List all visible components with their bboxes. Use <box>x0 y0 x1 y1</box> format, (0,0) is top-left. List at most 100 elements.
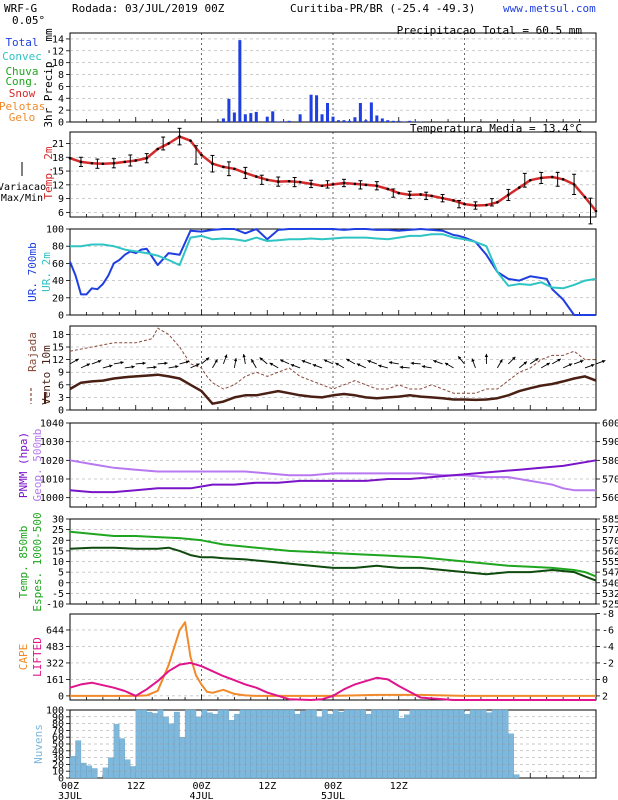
wind-ytick-label: 6 <box>58 380 64 391</box>
precip-bar <box>375 115 379 122</box>
precip-ytick-label: 6 <box>58 82 64 93</box>
precip-legend-item: Convec <box>2 50 42 63</box>
time-tick-label: 12Z <box>127 781 145 792</box>
temp-point <box>550 175 554 179</box>
ur2m-ylabel: UR. 2m <box>40 252 53 292</box>
temp-ytick-label: 9 <box>58 194 64 205</box>
model-name: WRF-G <box>4 2 37 15</box>
precip-bar <box>309 94 313 122</box>
ur-frame <box>69 228 597 316</box>
wind-arrowhead <box>410 361 414 365</box>
clouds-ytick-label: 10 <box>52 767 64 778</box>
cloud-bar <box>316 716 323 779</box>
wind-arrowhead <box>458 356 462 360</box>
cape-ytick-label: 161 <box>46 675 64 686</box>
cape-ytick-right-label: -6 <box>602 625 614 636</box>
precip-bar <box>232 112 236 122</box>
wind-arrowhead <box>312 364 317 368</box>
precip-ytick-label: 14 <box>52 34 64 45</box>
temp-point <box>364 183 368 187</box>
day-label: 5JUL <box>321 791 345 800</box>
wind-arrowhead <box>399 365 403 369</box>
gust-ylabel: Rajada <box>26 332 39 372</box>
wind-arrowhead <box>251 359 255 363</box>
temp-range-legend-2: Max/Min <box>1 193 43 204</box>
t850-ylabel: Temp. 850mb <box>17 526 30 599</box>
wind-arrowhead <box>175 365 179 369</box>
precip-bar <box>271 111 275 122</box>
precip-bar <box>369 102 373 122</box>
clouds-ytick-label: 50 <box>52 740 64 751</box>
temp-point <box>68 156 72 160</box>
clouds-ylabel: Nuvens <box>32 724 45 764</box>
precip-ytick-label: 12 <box>52 46 64 57</box>
model-resolution: 0.05° <box>12 14 45 27</box>
cloud-bar <box>228 720 235 779</box>
cloud-bar <box>86 765 93 779</box>
wind-arrowhead <box>109 364 113 368</box>
cape-ytick-label: 483 <box>46 642 64 653</box>
wind-arrowhead <box>269 362 273 366</box>
precip-bar <box>282 121 286 122</box>
wind-arrowhead <box>356 363 361 367</box>
wind-arrowhead <box>499 359 503 363</box>
precip-bar <box>408 120 412 122</box>
wind-ytick-label: 9 <box>58 368 64 379</box>
precip-bar <box>353 117 357 122</box>
t850-ytick-label: -5 <box>52 589 64 600</box>
wind-arrowhead <box>591 364 595 368</box>
geop-ylabel: Geop. 500mb <box>31 429 44 502</box>
t850-ytick-label: 0 <box>58 578 64 589</box>
precip-legend-item: Gelo <box>9 111 36 124</box>
clouds-ytick-label: 100 <box>46 706 64 717</box>
temp-point <box>254 175 258 178</box>
t850-ytick-label: 30 <box>52 515 64 526</box>
precip-bar <box>347 120 351 122</box>
cloud-bar <box>119 738 125 779</box>
wind-arrowhead <box>214 359 218 363</box>
precip-bar <box>287 120 291 122</box>
t850-ytick-right-label: 555 <box>602 557 618 568</box>
cloud-bar <box>69 756 76 779</box>
precip-bar <box>315 95 319 122</box>
clouds-ytick-label: 20 <box>52 760 64 771</box>
wind-ytick-label: 15 <box>52 343 64 354</box>
cape-ytick-right-label: -2 <box>602 658 614 669</box>
time-tick-label: 12Z <box>258 781 276 792</box>
cloud-bar <box>404 714 410 779</box>
temp-point <box>583 195 587 199</box>
cape-line <box>70 621 596 697</box>
temp-frame <box>69 131 597 218</box>
cape-ytick-right-label: -4 <box>602 642 614 653</box>
clouds-ytick-label: 30 <box>52 753 64 764</box>
wind-arrowhead <box>120 361 124 365</box>
cloud-bar <box>91 768 98 779</box>
temp-point <box>517 186 521 189</box>
clouds-ytick-label: 70 <box>52 726 64 737</box>
temp-point <box>320 184 324 188</box>
clouds-ytick-label: 90 <box>52 712 64 723</box>
precip-bar <box>276 121 280 122</box>
wind-arrowhead <box>512 356 516 361</box>
t850-ytick-right-label: 585 <box>602 515 618 526</box>
precip-bar <box>238 40 242 123</box>
wind-arrowhead <box>484 353 489 357</box>
wind-arrowhead <box>97 360 102 364</box>
cloud-bar <box>513 774 520 779</box>
site-link[interactable]: www.metsul.com <box>503 2 596 15</box>
precip-bar <box>254 111 258 122</box>
ur-ytick-label: 100 <box>46 225 64 236</box>
temp-point <box>397 191 401 195</box>
pressure-ytick-label: 1030 <box>40 437 64 448</box>
cloud-bar <box>299 711 306 779</box>
temp-point <box>496 200 499 204</box>
ur700-ylabel: UR. 700mb <box>26 242 39 302</box>
temp-ytick-label: 18 <box>52 153 64 164</box>
cloud-bar <box>124 759 131 779</box>
temp-point <box>101 162 105 166</box>
pressure-ytick-label: 1040 <box>40 419 64 430</box>
cloud-bar <box>80 762 87 779</box>
pressure-ytick-right-label: 560 <box>602 493 618 504</box>
temp-point <box>134 159 138 162</box>
